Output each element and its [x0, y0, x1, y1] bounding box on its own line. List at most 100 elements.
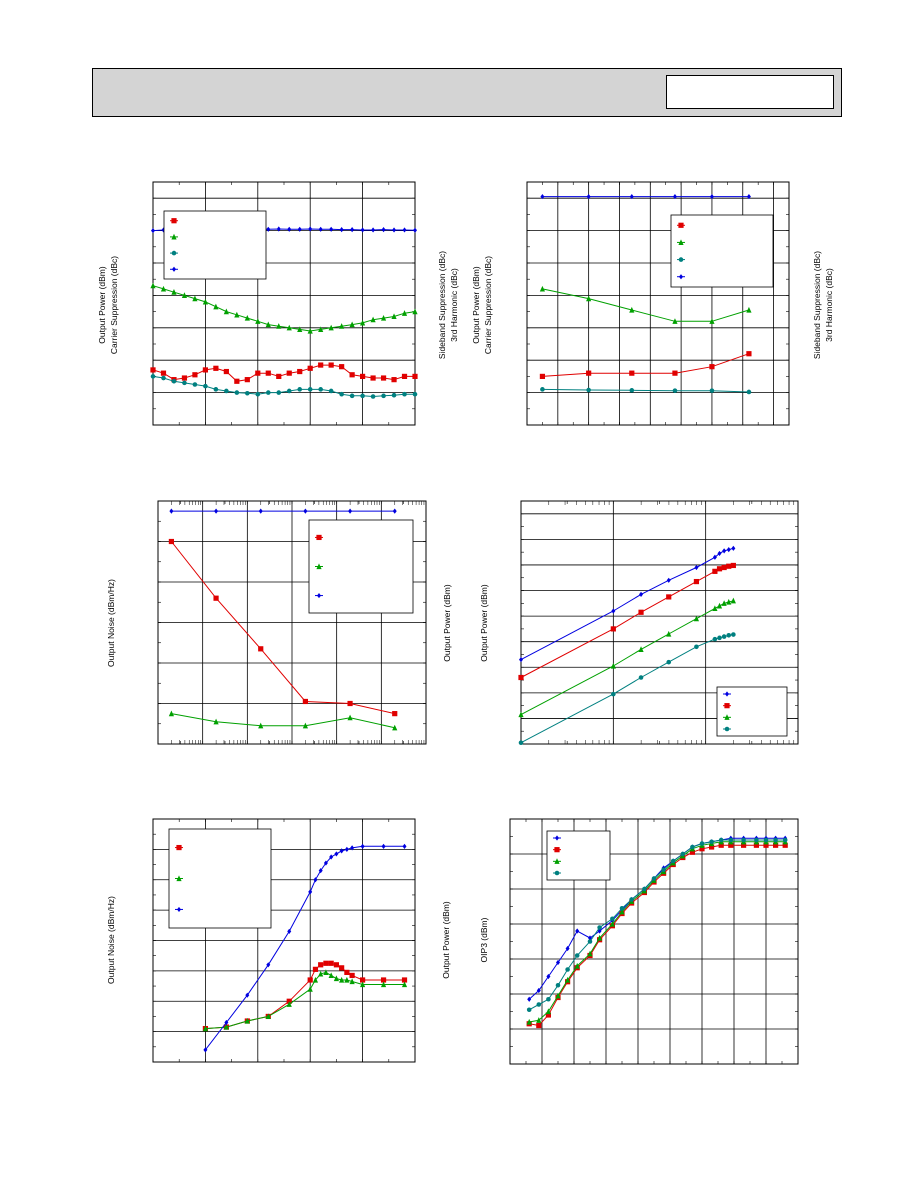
data-point: [565, 967, 570, 972]
data-point: [370, 394, 376, 399]
data-point: [286, 370, 292, 376]
data-point: [556, 959, 560, 966]
data-point: [731, 545, 736, 551]
data-point: [234, 390, 240, 395]
legend-marker: [554, 870, 560, 876]
data-point: [763, 837, 769, 843]
data-point: [244, 1017, 250, 1024]
data-point: [526, 1018, 532, 1025]
data-point: [171, 289, 177, 295]
data-point: [754, 837, 759, 843]
data-point: [265, 370, 271, 376]
data-point: [328, 972, 334, 979]
y-axis-label-right: Sideband Suppression (dBc): [437, 251, 447, 359]
data-point: [276, 373, 282, 379]
data-point: [638, 675, 644, 680]
data-point: [689, 849, 695, 855]
y-axis-label-right: 3rd Harmonic (dBc): [449, 268, 459, 342]
data-point: [265, 321, 271, 328]
data-point: [323, 860, 328, 866]
data-point: [672, 388, 678, 393]
data-point: [773, 837, 778, 843]
data-point: [718, 842, 724, 848]
data-point: [666, 630, 672, 637]
data-point: [349, 978, 355, 985]
data-point: [392, 227, 397, 233]
legend-marker: [724, 703, 730, 709]
chart-1: Output Power (dBm) Carrier Suppression (d…: [97, 181, 459, 426]
data-point: [192, 372, 198, 378]
data-point: [694, 644, 699, 650]
data-point: [265, 1013, 271, 1020]
data-point: [728, 837, 734, 843]
data-point: [318, 387, 323, 392]
data-point: [746, 351, 752, 357]
series-line-3: [520, 600, 734, 716]
y-axis-label: Output Power (dBm): [471, 266, 481, 344]
data-point: [318, 362, 324, 368]
data-point: [587, 950, 593, 957]
data-point: [297, 387, 303, 392]
legend: [546, 830, 611, 881]
data-point: [773, 842, 779, 848]
data-point: [265, 390, 271, 395]
y-axis-label: Carrier Suppression (dBc): [483, 256, 493, 354]
data-point: [610, 916, 615, 922]
data-point: [287, 928, 292, 934]
data-point: [782, 842, 788, 848]
data-point: [401, 977, 408, 983]
data-point: [526, 1007, 532, 1013]
y-axis-label: OIP3 (dBm): [479, 917, 489, 962]
data-point: [722, 548, 727, 554]
data-point: [192, 295, 198, 302]
data-point: [782, 837, 788, 843]
legend-box: [670, 214, 774, 288]
data-point: [245, 992, 250, 998]
data-point: [223, 1023, 229, 1030]
data-point: [224, 1019, 229, 1026]
data-point: [297, 368, 303, 375]
data-point: [709, 839, 714, 845]
y-axis-label-right: Output Power (dBm): [442, 584, 452, 662]
data-point: [717, 635, 722, 641]
data-point: [716, 566, 723, 572]
data-point: [255, 391, 261, 397]
data-point: [286, 388, 292, 394]
series-line-2: [152, 285, 416, 332]
data-point: [536, 1017, 542, 1023]
data-point: [717, 550, 722, 557]
chart-2: Output Power (dBm) Carrier Suppression (d…: [471, 181, 834, 426]
data-point: [540, 387, 545, 392]
data-point: [412, 373, 418, 379]
legend: [716, 686, 788, 737]
data-point: [339, 848, 344, 854]
data-point: [693, 615, 700, 622]
data-point: [223, 368, 229, 375]
data-point: [611, 691, 616, 697]
data-point: [339, 391, 344, 397]
data-point: [349, 321, 355, 328]
data-point: [746, 306, 752, 313]
legend-marker: [171, 233, 177, 240]
data-point: [545, 1008, 551, 1015]
data-point: [726, 598, 732, 605]
data-point: [666, 659, 672, 665]
data-point: [302, 722, 308, 729]
data-point: [712, 605, 718, 612]
data-point: [213, 718, 219, 725]
data-point: [680, 851, 686, 857]
data-point: [721, 600, 727, 606]
data-point: [380, 977, 387, 983]
data-point: [380, 314, 387, 321]
data-point: [546, 996, 551, 1002]
data-point: [597, 934, 603, 941]
data-point: [380, 375, 387, 381]
data-point: [286, 1001, 292, 1007]
data-point: [619, 908, 625, 915]
data-point: [629, 306, 635, 313]
data-point: [213, 595, 219, 601]
data-point: [609, 920, 615, 927]
data-point: [349, 372, 355, 378]
data-point: [672, 193, 677, 200]
series-line-3: [529, 841, 786, 1023]
